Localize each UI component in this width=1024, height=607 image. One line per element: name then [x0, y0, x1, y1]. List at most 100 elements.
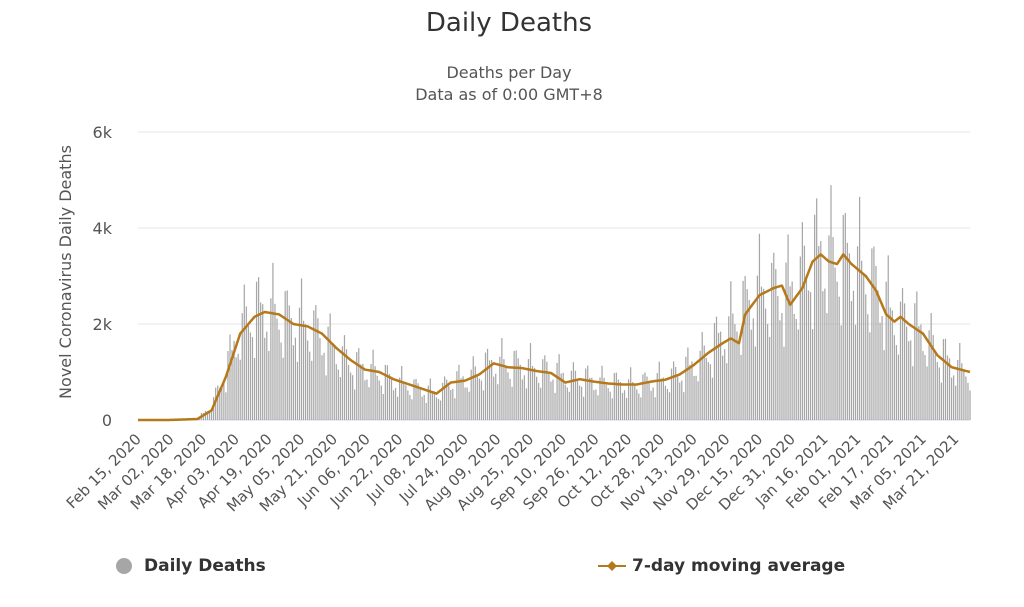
- daily-deaths-bar: [268, 350, 270, 420]
- daily-deaths-bar: [699, 350, 701, 420]
- daily-deaths-bar: [356, 352, 358, 420]
- daily-deaths-bar: [266, 331, 268, 420]
- daily-deaths-bar: [617, 379, 620, 420]
- daily-deaths-bar: [441, 382, 444, 420]
- daily-deaths-bar: [865, 294, 867, 420]
- daily-deaths-bar: [668, 392, 671, 420]
- daily-deaths-bar: [531, 366, 534, 420]
- daily-deaths-bar: [325, 375, 327, 420]
- daily-deaths-bar: [595, 389, 597, 420]
- daily-deaths-bar: [403, 381, 405, 420]
- moving-average-line: [138, 253, 971, 422]
- daily-deaths-bar: [934, 353, 936, 420]
- daily-deaths-bar: [842, 214, 844, 420]
- daily-deaths-bar: [478, 378, 480, 420]
- daily-deaths-bar: [711, 377, 714, 420]
- daily-deaths-bar: [701, 331, 703, 420]
- daily-deaths-bar: [597, 395, 599, 420]
- daily-deaths-bar: [695, 375, 697, 420]
- daily-deaths-bar: [421, 396, 423, 420]
- daily-deaths-bar: [732, 313, 734, 420]
- daily-deaths-bar: [803, 245, 806, 420]
- daily-deaths-bar: [642, 374, 644, 420]
- daily-deaths-bar: [830, 185, 832, 420]
- daily-deaths-bar: [816, 198, 818, 420]
- daily-deaths-bar: [288, 305, 290, 420]
- daily-deaths-bar: [536, 376, 538, 420]
- daily-deaths-bar: [824, 288, 826, 420]
- daily-deaths-bar: [347, 364, 350, 420]
- daily-deaths-bar: [358, 348, 360, 420]
- daily-deaths-bar: [554, 392, 556, 420]
- daily-deaths-bar: [354, 389, 356, 420]
- daily-deaths-bar: [828, 235, 830, 420]
- daily-deaths-bar: [486, 348, 489, 420]
- daily-deaths-bar: [493, 376, 495, 420]
- daily-deaths-bar: [906, 326, 908, 420]
- daily-deaths-bar: [719, 331, 722, 420]
- daily-deaths-bar: [879, 322, 881, 420]
- daily-deaths-bar: [587, 365, 589, 420]
- daily-deaths-bar: [867, 314, 869, 420]
- daily-deaths-bar: [221, 388, 223, 420]
- daily-deaths-bar: [764, 308, 767, 420]
- daily-deaths-bar: [660, 378, 662, 420]
- daily-deaths-bar: [352, 375, 354, 420]
- daily-deaths-bar: [603, 377, 605, 420]
- daily-deaths-bar: [693, 376, 695, 420]
- daily-deaths-bar: [411, 399, 413, 420]
- daily-deaths-bar: [480, 380, 483, 420]
- daily-deaths-bar: [517, 358, 519, 420]
- daily-deaths-bar: [922, 351, 924, 420]
- daily-deaths-bar: [446, 379, 448, 420]
- daily-deaths-bar: [311, 360, 313, 420]
- daily-deaths-bar: [521, 379, 523, 420]
- daily-deaths-bar: [546, 361, 548, 420]
- daily-deaths-bar: [697, 381, 699, 420]
- daily-deaths-bar: [394, 387, 397, 420]
- daily-deaths-bar: [742, 280, 744, 420]
- daily-deaths-bar: [345, 349, 348, 420]
- daily-deaths-bar: [850, 301, 853, 420]
- daily-deaths-bar: [634, 384, 636, 420]
- daily-deaths-bar: [556, 362, 558, 420]
- daily-deaths-bar: [638, 393, 640, 420]
- daily-deaths-bar: [529, 343, 532, 420]
- daily-deaths-bar: [887, 255, 889, 420]
- daily-deaths-bar: [965, 376, 967, 420]
- daily-deaths-bar: [758, 233, 761, 420]
- daily-deaths-bar: [292, 345, 294, 420]
- daily-deaths-bar: [760, 286, 763, 420]
- daily-deaths-bar: [811, 329, 814, 420]
- daily-deaths-bar: [769, 336, 771, 420]
- daily-deaths-bar: [932, 335, 934, 420]
- daily-deaths-bar: [339, 377, 341, 420]
- daily-deaths-bar: [650, 390, 652, 420]
- daily-deaths-bar: [738, 341, 740, 420]
- daily-deaths-bar: [901, 288, 904, 420]
- daily-deaths-bar: [856, 246, 859, 420]
- daily-deaths-bar: [499, 356, 501, 420]
- daily-deaths-bar: [568, 391, 570, 420]
- daily-deaths-bar: [368, 387, 370, 420]
- daily-deaths-bar: [484, 352, 487, 420]
- daily-deaths-bar: [703, 345, 705, 420]
- daily-deaths-bar: [666, 388, 669, 420]
- legend-daily-deaths[interactable]: Daily Deaths: [116, 556, 266, 576]
- daily-deaths-bar: [950, 377, 953, 420]
- daily-deaths-bar: [912, 366, 914, 420]
- daily-deaths-bar: [914, 303, 916, 420]
- daily-deaths-bar: [615, 372, 617, 420]
- daily-deaths-bar: [924, 355, 926, 420]
- daily-deaths-bar: [374, 366, 376, 420]
- daily-deaths-bar: [585, 368, 587, 420]
- daily-deaths-bar: [243, 284, 245, 420]
- daily-deaths-bar: [227, 351, 229, 420]
- daily-deaths-bar: [801, 222, 803, 420]
- daily-deaths-bar: [515, 350, 517, 420]
- daily-deaths-bar: [253, 357, 256, 420]
- daily-deaths-bar: [877, 290, 879, 420]
- daily-deaths-bar: [397, 396, 399, 420]
- legend-moving-average[interactable]: 7-day moving average: [598, 556, 845, 576]
- daily-deaths-bar: [807, 290, 810, 420]
